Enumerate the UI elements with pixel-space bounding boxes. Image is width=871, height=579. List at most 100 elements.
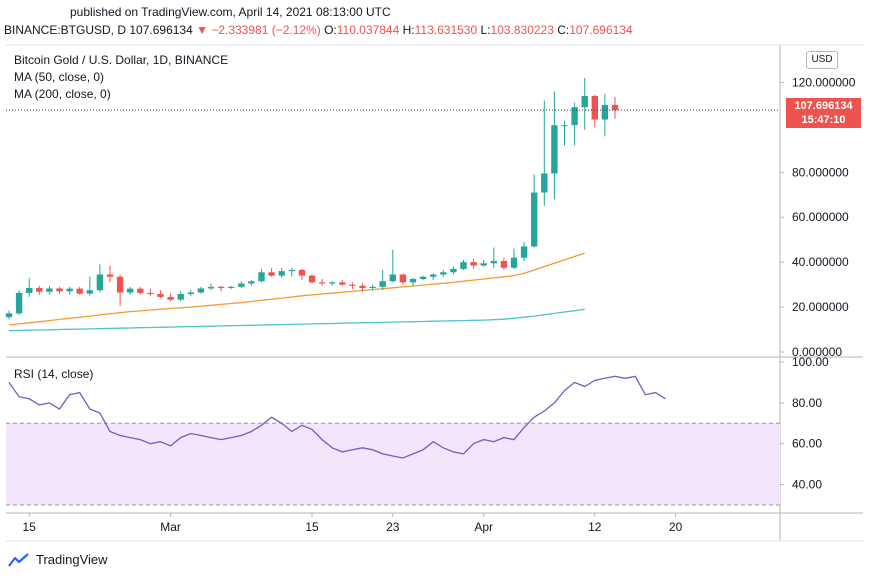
candle-body [96,274,104,291]
candle-body [329,282,336,284]
rsi-tick-label: 100.00 [792,355,829,369]
candle-body [450,268,457,273]
price-tick-label: 40.000000 [792,255,849,269]
candle-body [288,270,295,272]
candle-body [127,288,134,293]
candle-body [591,95,598,120]
legend-rsi[interactable]: RSI (14, close) [14,367,94,381]
candle-body [359,285,366,288]
close-value: 107.696134 [569,23,633,37]
price-tag-value: 107.696134 [794,100,853,112]
legend-ma50[interactable]: MA (50, close, 0) [14,70,105,84]
candle-body [5,313,13,318]
candle-body [389,274,396,282]
close-label: C: [557,23,570,37]
time-tick-label: 23 [386,520,400,534]
tradingview-logo-text: TradingView [36,552,108,567]
candle-body [601,104,609,120]
candle-body [197,288,205,293]
tradingview-logo[interactable]: TradingView [8,552,108,567]
rsi-tick-label: 60.00 [792,437,822,451]
legend-ma200[interactable]: MA (200, close, 0) [14,87,111,101]
candle-body [298,270,306,276]
candle-body [26,287,33,293]
currency-button[interactable]: USD [806,51,838,69]
candle-body [157,294,164,297]
candle-body [551,125,558,174]
price-tick-label: 60.000000 [792,210,849,224]
candle-body [520,246,528,258]
legend-title: Bitcoin Gold / U.S. Dollar, 1D, BINANCE [14,53,229,67]
low-label: L: [480,23,491,37]
ma50-line [8,252,585,326]
rsi-band [6,423,780,505]
candle-body [440,272,447,275]
candle-body [460,262,467,269]
candle-body [308,275,316,283]
candle-body [541,173,548,193]
candle-body [369,286,376,288]
candle-body [268,272,275,276]
candle-body [399,274,407,283]
candle-body [66,288,73,292]
candle-body [480,263,487,266]
candle-body [248,281,255,284]
ohlc-header: BINANCE:BTGUSD, D 107.696134 ▼ −2.333981… [4,23,633,37]
price-tick-label: 0.000000 [792,345,842,359]
tradingview-logo-icon [8,552,29,567]
candle-body [500,261,508,268]
candle-body [611,104,619,111]
rsi-tick-label: 40.00 [792,478,822,492]
candle-body [187,292,194,295]
candle-body [86,290,93,294]
candle-body [217,286,225,288]
high-label: H: [402,23,415,37]
candle-body [581,95,588,108]
price-tick-label: 80.000000 [792,165,849,179]
time-tick-label: 15 [23,520,37,534]
price-tick-label: 120.000000 [792,75,856,89]
ma200-line [8,308,585,332]
candle-body [419,276,427,279]
candle-body [147,292,154,295]
last-price-tag: 107.696134 15:47:10 [786,98,861,128]
price-tag-countdown: 15:47:10 [801,114,846,126]
candle-body [510,257,518,268]
rsi-tick-label: 80.00 [792,396,822,410]
candle-body [106,274,114,277]
candle-body [116,276,124,293]
candle-body [318,282,326,284]
candle-body [15,292,23,314]
time-tick-label: Mar [160,520,181,534]
candle-body [379,281,386,287]
published-note: published on TradingView.com, April 14, … [70,5,391,19]
candle-body [238,283,245,287]
price-tick-label: 20.000000 [792,300,849,314]
candle-body [56,288,63,292]
candle-body [339,282,346,285]
candle-body [531,192,538,247]
time-tick-label: 12 [588,520,602,534]
candle-body [46,288,53,292]
open-label: O: [324,23,337,37]
time-tick-label: 15 [305,520,319,534]
symbol-label: BINANCE:BTGUSD, D [4,23,127,37]
candle-body [349,284,356,286]
candle-body [409,279,417,283]
candle-body [571,107,578,126]
candle-body [561,125,568,127]
high-value: 113.631530 [414,23,478,37]
candle-body [207,286,215,289]
candle-body [278,271,285,276]
candle-body [490,261,497,264]
candle-body [167,296,174,300]
price-change: ▼ −2.333981 (−2.12%) [196,23,321,37]
rsi-line [8,375,666,459]
low-value: 103.830223 [490,23,554,37]
candle-body [36,287,43,292]
candle-body [470,262,477,266]
time-tick-label: Apr [474,520,493,534]
candle-body [76,288,83,294]
time-tick-label: 20 [669,520,683,534]
